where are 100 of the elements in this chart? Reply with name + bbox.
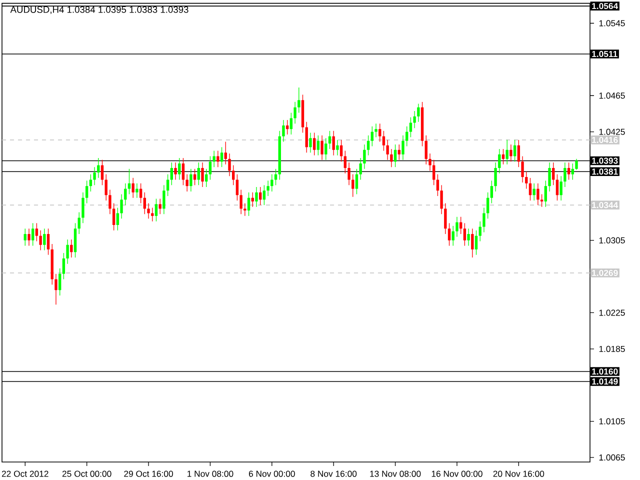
x-tick-label: 1 Nov 08:00 [188,470,234,477]
candlestick [394,144,397,168]
candlestick [136,183,138,198]
candlestick [363,144,366,170]
candlestick [270,174,274,192]
candlestick [452,226,454,246]
candlestick [517,140,520,168]
candlestick [228,153,231,176]
candlestick [344,150,347,174]
candlestick [116,207,120,231]
candlestick [436,174,440,196]
candlestick [567,162,570,180]
candlestick [556,174,559,201]
candlestick [428,153,432,172]
candlestick [448,222,451,246]
candlestick [201,162,204,188]
candlestick [486,192,490,219]
candlestick [352,174,354,198]
candlestick [251,192,254,208]
candlestick [78,212,80,234]
candlestick [178,158,181,180]
candlestick [370,126,374,147]
candlestick [162,184,166,214]
x-tick-label: 25 Oct 00:00 [62,470,112,477]
candlestick [544,180,548,208]
candlestick [120,194,123,219]
y-tick-label: 1.0305 [599,237,625,244]
y-tick-label: 1.0105 [599,418,625,424]
candlestick [262,184,266,206]
candlestick [93,166,96,186]
y-tick-label: 1.0465 [599,92,625,99]
candlestick [560,176,562,201]
candlestick [244,202,246,216]
candlestick [510,144,512,162]
candlestick [498,148,501,174]
candlestick [336,140,339,156]
candlestick [413,110,416,129]
y-tick-label: 1.0545 [599,20,625,26]
y-tick-label: 1.0065 [599,454,625,461]
candlestick [205,168,208,188]
candlestick [35,222,38,242]
candlestick [182,158,185,186]
candlestick [85,180,88,204]
candlestick [548,162,551,192]
candlestick [571,163,574,180]
candlestick [332,130,335,156]
candlestick [490,180,494,204]
candlestick [82,192,84,224]
candlestick [348,162,350,186]
ref-line-label: 1.0564 [592,2,618,10]
candlestick [104,174,108,201]
candlestick [294,102,296,124]
candlestick [208,156,212,180]
candlestick [158,198,162,214]
candlestick [471,228,474,258]
candlestick [409,116,412,138]
candlestick [536,183,540,206]
candlestick [170,162,174,186]
candlestick [236,174,239,201]
candlestick [108,189,112,214]
x-tick-label: 13 Nov 08:00 [370,470,421,477]
candlestick [66,239,69,264]
candlestick [255,186,258,208]
candlestick [540,194,544,208]
candlestick [224,141,227,165]
candlestick [112,202,116,231]
y-tick-label: 1.0225 [599,310,625,316]
candlestick [216,150,220,168]
candlestick [474,230,478,256]
chart-title: AUDUSD,H4 1.0384 1.0395 1.0383 1.0393 [10,6,188,14]
candlestick [575,158,578,170]
y-tick-label: 1.0425 [599,128,625,135]
x-tick-label: 8 Nov 16:00 [310,470,357,477]
candlestick [232,164,235,186]
candlestick [444,202,447,234]
candlestick [197,162,200,186]
candlestick [506,140,508,165]
candlestick [100,160,104,186]
candlestick [417,103,420,122]
candlestick [328,130,332,150]
candlestick [190,168,192,192]
candlestick [24,228,26,246]
candlestick [494,162,497,192]
candlestick [143,192,146,214]
candlestick [312,132,316,156]
candlestick [525,171,528,190]
candlestick [282,120,285,142]
candlestick [258,186,262,206]
candlestick [286,120,289,135]
candlestick [528,178,532,201]
candlestick [521,156,524,183]
candlestick [340,140,343,162]
candlestick [305,122,308,153]
candlestick [124,183,127,206]
candlestick [186,174,188,192]
candlestick [502,148,505,165]
candlestick [482,207,486,233]
candlestick [247,192,250,216]
candlestick [43,228,46,251]
candlestick [378,123,382,142]
